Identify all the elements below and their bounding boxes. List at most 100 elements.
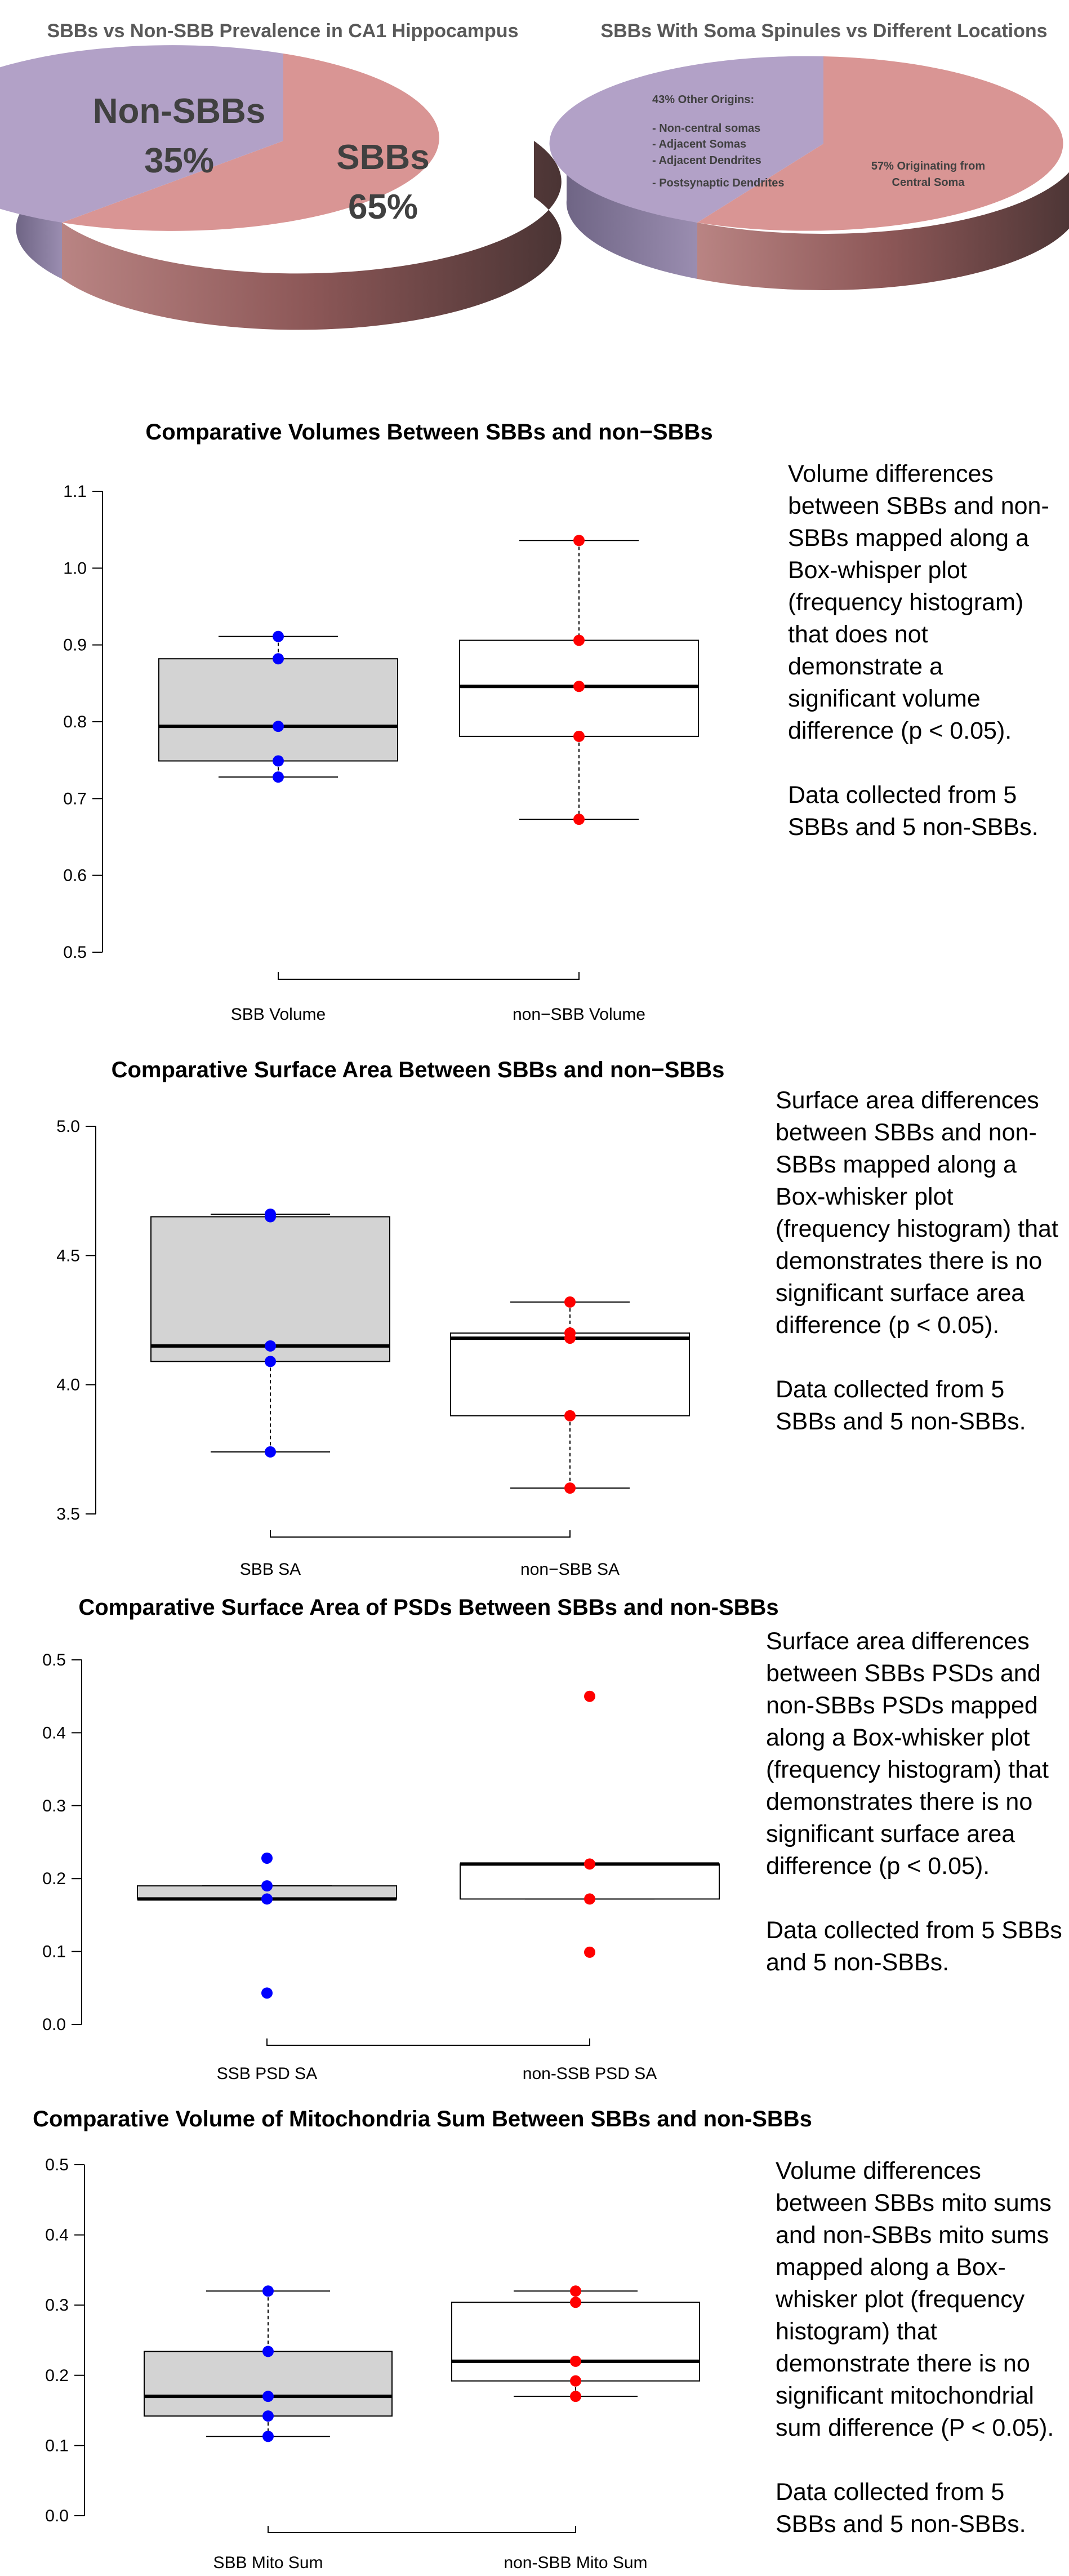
pie-side-red xyxy=(697,172,1069,291)
y-tick-label: 0.0 xyxy=(42,2015,66,2034)
data-point xyxy=(584,1946,595,1958)
data-point xyxy=(573,535,585,547)
data-point xyxy=(265,1446,276,1458)
chart-note-psd: Surface area differences between SBBs PS… xyxy=(766,1625,1064,1979)
data-point xyxy=(570,2285,581,2297)
data-point xyxy=(261,1880,273,1892)
box-1 xyxy=(150,1213,390,1453)
pie-percent-sbbs: 65% xyxy=(348,188,418,226)
pie-chart-soma-spinules: SBBs With Soma Spinules vs Different Loc… xyxy=(549,20,1069,291)
data-point xyxy=(584,1893,595,1905)
pie-slice-sbbs xyxy=(62,54,439,231)
data-point xyxy=(564,1410,576,1422)
pie-title: SBBs With Soma Spinules vs Different Loc… xyxy=(600,20,1047,42)
pie-slice-central-soma xyxy=(697,56,1063,231)
data-point xyxy=(262,2346,274,2357)
pie-label-central-soma-line2: Central Soma xyxy=(892,176,965,189)
data-point xyxy=(265,1211,276,1223)
category-label: non−SBB Volume xyxy=(513,1005,645,1024)
pie-title: SBBs vs Non-SBB Prevalence in CA1 Hippoc… xyxy=(47,20,518,42)
box-1 xyxy=(158,636,398,778)
data-point xyxy=(265,1356,276,1367)
category-label: non-SBB Mito Sum xyxy=(504,2553,647,2572)
data-point xyxy=(262,2410,274,2422)
pie-slice-non-sbbs xyxy=(0,45,283,223)
iqr-box xyxy=(451,2302,700,2382)
data-point xyxy=(273,771,284,783)
note-paragraph: Data collected from 5 SBBs and 5 non-SBB… xyxy=(766,1917,1062,1976)
y-tick-label: 0.5 xyxy=(42,1651,66,1669)
pie-list-item: - Adjacent Dendrites xyxy=(652,154,761,167)
chart-title: Comparative Volumes Between SBBs and non… xyxy=(145,420,712,445)
box-plot-chart-3: Comparative Surface Area of PSDs Between… xyxy=(42,1595,778,2083)
y-tick-label: 0.5 xyxy=(45,2156,69,2174)
y-tick-label: 0.5 xyxy=(63,943,87,962)
y-tick-label: 0.0 xyxy=(45,2507,69,2525)
data-point xyxy=(573,634,585,646)
chart-note-volume: Volume differences between SBBs and non-… xyxy=(788,458,1053,843)
chart-note-surface-area: Surface area differences between SBBs an… xyxy=(776,1085,1068,1438)
y-tick-label: 0.9 xyxy=(63,636,87,655)
pie-label-non-sbbs: Non-SBBs xyxy=(93,92,266,131)
y-tick-label: 0.8 xyxy=(63,713,87,731)
data-point xyxy=(570,2375,581,2387)
data-point xyxy=(573,681,585,692)
category-label: SSB PSD SA xyxy=(217,2064,317,2083)
iqr-box xyxy=(460,1863,720,1900)
data-point xyxy=(262,2391,274,2402)
pie-label-sbbs: SBBs xyxy=(336,138,429,177)
y-tick-label: 0.4 xyxy=(42,1724,66,1742)
y-tick-label: 4.0 xyxy=(56,1376,80,1394)
data-point xyxy=(261,1852,273,1864)
data-point xyxy=(273,755,284,767)
y-tick-label: 0.3 xyxy=(42,1797,66,1815)
box-plots: Comparative Volumes Between SBBs and non… xyxy=(33,420,812,2572)
chart-title: Comparative Surface Area of PSDs Between… xyxy=(78,1595,778,1620)
note-paragraph: Data collected from 5 SBBs and 5 non-SBB… xyxy=(776,2479,1026,2538)
data-point xyxy=(273,630,284,642)
iqr-box xyxy=(450,1332,690,1416)
pie-label-central-soma: 57% Originating from xyxy=(871,160,985,172)
data-point xyxy=(265,1340,276,1352)
note-paragraph: Surface area differences between SBBs PS… xyxy=(766,1628,1049,1880)
y-tick-label: 0.1 xyxy=(42,1943,66,1961)
data-point xyxy=(261,1893,273,1905)
data-point xyxy=(584,1690,595,1702)
box-plot-chart-1: Comparative Volumes Between SBBs and non… xyxy=(63,420,712,1024)
data-point xyxy=(573,730,585,742)
y-tick-label: 0.1 xyxy=(45,2436,69,2455)
category-label: SBB Mito Sum xyxy=(213,2553,323,2572)
data-point xyxy=(570,2391,581,2402)
data-point xyxy=(564,1333,576,1344)
y-tick-label: 1.1 xyxy=(63,482,87,501)
chart-title: Comparative Volume of Mitochondria Sum B… xyxy=(33,2107,812,2131)
y-tick-label: 0.6 xyxy=(63,867,87,885)
y-tick-label: 0.2 xyxy=(42,1869,66,1888)
x-axis-bracket xyxy=(266,2038,590,2046)
data-point xyxy=(273,653,284,665)
chart-note-mito: Volume differences between SBBs mito sum… xyxy=(776,2155,1068,2541)
y-tick-label: 0.2 xyxy=(45,2366,69,2385)
pie-side-red xyxy=(62,141,562,330)
data-point xyxy=(573,814,585,825)
note-paragraph: Data collected from 5 SBBs and 5 non-SBB… xyxy=(788,781,1039,841)
pie-percent-non-sbbs: 35% xyxy=(144,141,214,180)
category-label: SBB SA xyxy=(240,1560,301,1579)
data-point xyxy=(570,2355,581,2367)
data-point xyxy=(584,1858,595,1870)
pie-chart-prevalence: SBBs vs Non-SBB Prevalence in CA1 Hippoc… xyxy=(0,20,562,330)
category-label: non-SSB PSD SA xyxy=(523,2064,657,2083)
data-point xyxy=(261,1987,273,1999)
iqr-box xyxy=(150,1216,390,1362)
data-point xyxy=(262,2285,274,2297)
pie-list-item: - Postsynaptic Dendrites xyxy=(652,177,785,189)
y-tick-label: 4.5 xyxy=(56,1246,80,1265)
chart-title: Comparative Surface Area Between SBBs an… xyxy=(112,1058,725,1082)
y-tick-label: 1.0 xyxy=(63,559,87,578)
box-plot-chart-4: Comparative Volume of Mitochondria Sum B… xyxy=(33,2107,812,2572)
iqr-box xyxy=(158,658,398,762)
x-axis-bracket xyxy=(270,1530,571,1538)
y-tick-label: 0.4 xyxy=(45,2226,69,2245)
box-plot-chart-2: Comparative Surface Area Between SBBs an… xyxy=(56,1058,724,1579)
